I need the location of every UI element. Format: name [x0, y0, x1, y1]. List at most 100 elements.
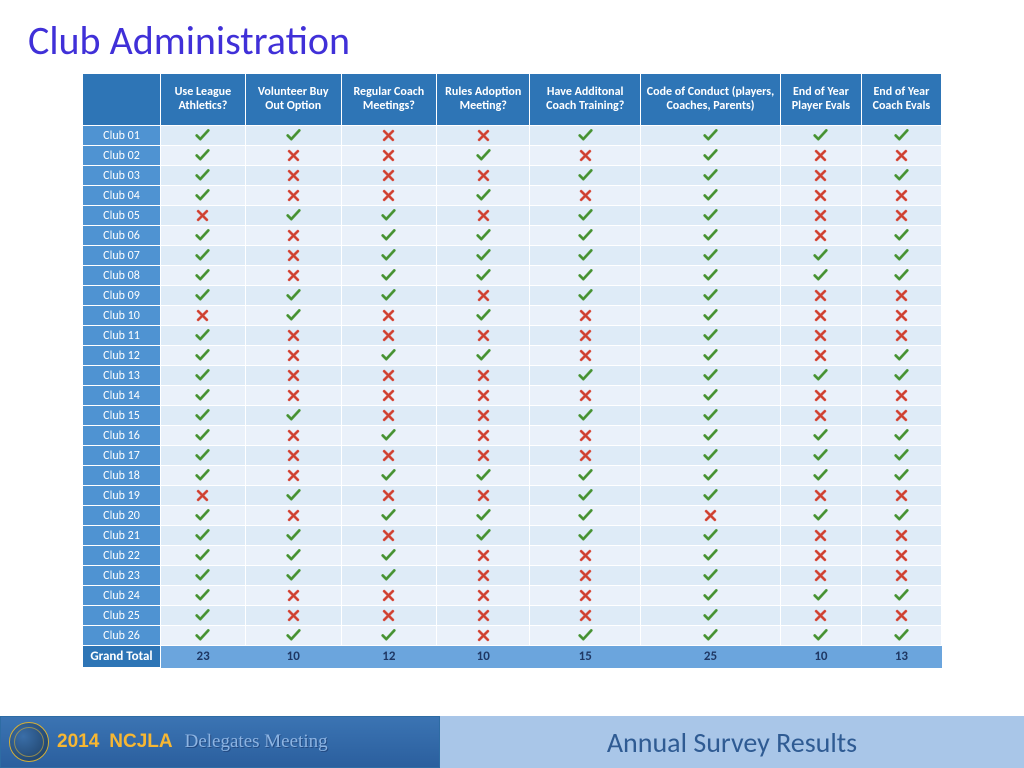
cross-icon	[579, 309, 592, 322]
data-cell	[245, 246, 341, 266]
check-icon	[195, 129, 210, 142]
cross-icon	[895, 289, 908, 302]
data-cell	[245, 206, 341, 226]
cross-icon	[814, 569, 827, 582]
cross-icon	[814, 349, 827, 362]
data-cell	[640, 206, 780, 226]
data-cell	[640, 566, 780, 586]
data-cell	[245, 606, 341, 626]
cross-icon	[579, 449, 592, 462]
check-icon	[578, 129, 593, 142]
check-icon	[813, 129, 828, 142]
table-row: Club 21	[83, 526, 942, 546]
check-icon	[195, 629, 210, 642]
check-icon	[286, 409, 301, 422]
data-cell	[861, 526, 941, 546]
cross-icon	[287, 189, 300, 202]
data-cell	[245, 366, 341, 386]
table-row: Club 16	[83, 426, 942, 446]
check-icon	[381, 229, 396, 242]
data-cell	[341, 526, 436, 546]
check-icon	[894, 269, 909, 282]
row-label: Club 04	[83, 186, 161, 206]
data-cell	[640, 326, 780, 346]
data-cell	[781, 286, 862, 306]
check-icon	[894, 229, 909, 242]
cross-icon	[196, 209, 209, 222]
check-icon	[703, 249, 718, 262]
check-icon	[894, 349, 909, 362]
check-icon	[195, 549, 210, 562]
data-cell	[437, 126, 530, 146]
data-cell	[161, 406, 246, 426]
data-cell	[530, 126, 641, 146]
row-label: Club 03	[83, 166, 161, 186]
table-row: Club 15	[83, 406, 942, 426]
data-cell	[341, 326, 436, 346]
data-cell	[437, 366, 530, 386]
column-header: Use League Athletics?	[161, 74, 246, 126]
totals-cell: 10	[437, 646, 530, 668]
data-cell	[861, 446, 941, 466]
data-cell	[161, 366, 246, 386]
check-icon	[813, 269, 828, 282]
check-icon	[703, 409, 718, 422]
check-icon	[578, 249, 593, 262]
column-header: Code of Conduct (players, Coaches, Paren…	[640, 74, 780, 126]
check-icon	[381, 509, 396, 522]
check-icon	[703, 309, 718, 322]
check-icon	[703, 229, 718, 242]
check-icon	[195, 269, 210, 282]
table-row: Club 18	[83, 466, 942, 486]
data-cell	[640, 426, 780, 446]
check-icon	[703, 629, 718, 642]
data-cell	[781, 526, 862, 546]
cross-icon	[382, 309, 395, 322]
data-cell	[640, 146, 780, 166]
data-cell	[530, 226, 641, 246]
row-label: Club 18	[83, 466, 161, 486]
data-cell	[437, 526, 530, 546]
row-label: Club 01	[83, 126, 161, 146]
data-cell	[437, 326, 530, 346]
check-icon	[578, 529, 593, 542]
data-cell	[781, 386, 862, 406]
cross-icon	[382, 149, 395, 162]
data-cell	[341, 266, 436, 286]
check-icon	[703, 369, 718, 382]
cross-icon	[382, 409, 395, 422]
data-cell	[341, 466, 436, 486]
data-cell	[245, 486, 341, 506]
data-cell	[781, 506, 862, 526]
check-icon	[195, 509, 210, 522]
data-cell	[437, 546, 530, 566]
check-icon	[578, 629, 593, 642]
footer-bar: 2014 NCJLA Delegates Meeting Annual Surv…	[0, 716, 1024, 768]
check-icon	[286, 309, 301, 322]
check-icon	[894, 629, 909, 642]
data-cell	[781, 546, 862, 566]
data-cell	[530, 486, 641, 506]
cross-icon	[287, 269, 300, 282]
data-cell	[437, 266, 530, 286]
data-cell	[861, 186, 941, 206]
check-icon	[578, 489, 593, 502]
check-icon	[578, 369, 593, 382]
data-cell	[245, 546, 341, 566]
data-cell	[161, 386, 246, 406]
table-row: Club 09	[83, 286, 942, 306]
data-cell	[341, 446, 436, 466]
data-cell	[245, 406, 341, 426]
data-cell	[530, 266, 641, 286]
data-cell	[861, 426, 941, 446]
check-icon	[195, 249, 210, 262]
data-cell	[161, 246, 246, 266]
data-cell	[161, 486, 246, 506]
data-cell	[161, 186, 246, 206]
data-cell	[245, 266, 341, 286]
data-cell	[781, 266, 862, 286]
data-cell	[640, 166, 780, 186]
check-icon	[195, 429, 210, 442]
column-header: End of Year Coach Evals	[861, 74, 941, 126]
cross-icon	[287, 369, 300, 382]
